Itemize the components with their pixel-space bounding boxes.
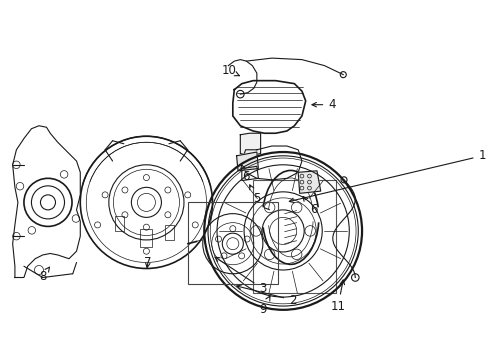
Bar (115, 216, 123, 231)
Text: 1: 1 (289, 149, 485, 203)
Text: 3: 3 (215, 257, 266, 295)
Text: 4: 4 (311, 98, 335, 111)
Text: 9: 9 (259, 296, 269, 316)
Bar (253, 180, 335, 293)
Polygon shape (240, 133, 260, 156)
Text: 11: 11 (330, 280, 345, 312)
Text: 10: 10 (221, 64, 239, 77)
Bar (140, 229, 152, 247)
Text: 5: 5 (249, 185, 260, 205)
Bar (165, 225, 174, 240)
Polygon shape (236, 152, 258, 171)
Text: 8: 8 (39, 267, 49, 283)
Polygon shape (232, 81, 305, 133)
Polygon shape (298, 171, 320, 193)
Text: 7: 7 (144, 256, 151, 269)
Text: 2: 2 (236, 285, 296, 307)
Text: 6: 6 (303, 197, 317, 216)
Text: 6: 6 (241, 165, 249, 183)
Bar (187, 202, 277, 284)
